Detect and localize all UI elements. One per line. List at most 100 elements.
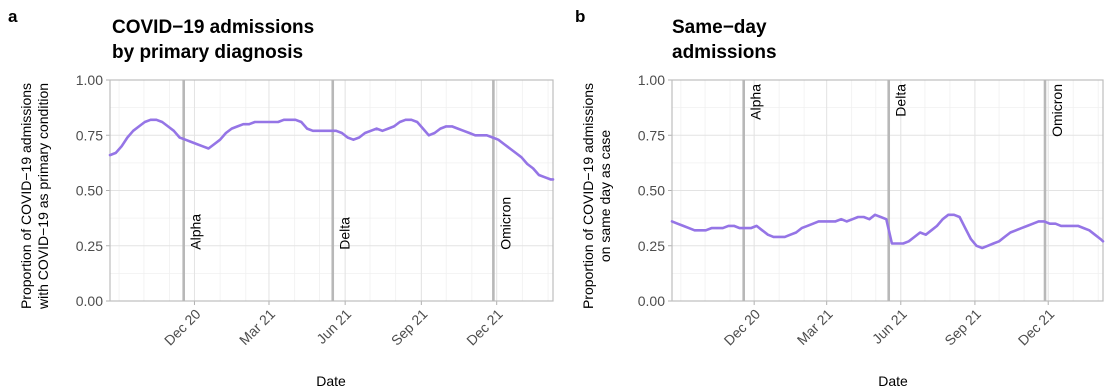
panel-a-series-point <box>434 132 436 134</box>
panel-b-series-point <box>863 216 865 218</box>
panel-b-y-tick-label: 0.25 <box>638 238 665 254</box>
panel-a-series-point <box>295 119 297 121</box>
panel-b-series-point <box>722 227 724 229</box>
panel-a-series-point <box>196 143 198 145</box>
panel-a-series-point <box>521 156 523 158</box>
panel-b-series-point <box>835 220 837 222</box>
panel-a-series-point <box>358 137 360 139</box>
panel-b-series-point <box>778 236 780 238</box>
panel-b-variant-label-delta: Delta <box>893 84 909 117</box>
panel-a-series-point <box>387 128 389 130</box>
panel-b-series-point <box>1071 225 1073 227</box>
panel-a-variant-label-delta: Delta <box>337 217 353 250</box>
panel-b-series-point <box>891 243 893 245</box>
panel-a-variant-label-alpha: Alpha <box>188 214 204 250</box>
panel-a-series-point <box>173 130 175 132</box>
panel-a-series-point <box>167 125 169 127</box>
panel-a-series-point <box>335 130 337 132</box>
panel-a-series-point <box>312 130 314 132</box>
panel-b-xlabel: Date <box>878 373 908 389</box>
panel-b-series-point <box>942 218 944 220</box>
panel-b-series-point <box>682 225 684 227</box>
panel-b-series-point <box>756 225 758 227</box>
panel-a-series-point <box>283 119 285 121</box>
panel-a-plot: 0.00 0.25 0.50 0.75 1.00 Dec 20 Mar 21 Jun 21 Se… <box>76 72 554 348</box>
panel-b-series-point <box>671 220 673 222</box>
panel-b-series-point <box>914 236 916 238</box>
panel-b-series-point <box>1088 229 1090 231</box>
panel-b-series-point <box>744 227 746 229</box>
panel-a-series-point <box>538 174 540 176</box>
panel-b-series-point <box>806 225 808 227</box>
panel-a-series-point <box>254 121 256 123</box>
panel-a-series-point <box>213 143 215 145</box>
panel-a: a COVID−19 admissions by primary diagnos… <box>8 7 554 389</box>
panel-a-series-point <box>329 130 331 132</box>
panel-b: b Same−day admissions Proportion of COVI… <box>575 7 1104 389</box>
panel-a-series-point <box>225 132 227 134</box>
panel-b-series-point <box>868 218 870 220</box>
panel-a-series-point <box>364 132 366 134</box>
panel-a-series-point <box>318 130 320 132</box>
panel-b-series-point <box>925 234 927 236</box>
panel-b-series-point <box>1009 232 1011 234</box>
panel-b-series-point <box>711 227 713 229</box>
panel-b-series-point <box>705 229 707 231</box>
panel-a-y-tick-label: 0.25 <box>76 238 103 254</box>
panel-b-x-tick-label: Dec 20 <box>721 306 764 349</box>
panel-b-series-point <box>733 225 735 227</box>
panel-b-series-point <box>750 227 752 229</box>
panel-a-series-point <box>132 130 134 132</box>
panel-b-series-point <box>964 227 966 229</box>
panel-b-series-point <box>694 229 696 231</box>
panel-a-series-point <box>410 119 412 121</box>
panel-b-series-point <box>699 229 701 231</box>
panel-a-series-point <box>381 130 383 132</box>
panel-b-series-point <box>1049 223 1051 225</box>
panel-b-series-point <box>829 220 831 222</box>
panel-b-series-point <box>1055 223 1057 225</box>
panel-a-series-point <box>126 137 128 139</box>
panel-a-series-point <box>352 139 354 141</box>
panel-a-series-point <box>231 128 233 130</box>
panel-b-series-point <box>1026 225 1028 227</box>
panel-b-series-point <box>1094 234 1096 236</box>
panel-b-series-point <box>840 218 842 220</box>
panel-a-series-point <box>480 134 482 136</box>
panel-a-series-point <box>399 121 401 123</box>
panel-a-series-point <box>155 119 157 121</box>
panel-a-series-point <box>179 137 181 139</box>
panel-a-series-point <box>347 137 349 139</box>
panel-a-series-point <box>271 121 273 123</box>
panel-b-series-point <box>677 223 679 225</box>
panel-a-series-point <box>306 128 308 130</box>
panel-a-series-point <box>509 148 511 150</box>
panel-a-xlabel: Date <box>316 373 346 389</box>
panel-b-series-point <box>818 220 820 222</box>
panel-a-series-point <box>115 152 117 154</box>
panel-b-series-point <box>1102 240 1104 242</box>
panel-a-letter: a <box>8 7 18 26</box>
panel-a-series-point <box>184 139 186 141</box>
panel-b-series-point <box>919 232 921 234</box>
panel-b-series-point <box>761 229 763 231</box>
panel-b-series-point <box>1004 236 1006 238</box>
panel-a-series-point <box>341 132 343 134</box>
panel-a-x-tick-label: Sep 21 <box>388 306 431 349</box>
panel-a-series-point <box>468 132 470 134</box>
panel-b-series-point <box>880 216 882 218</box>
panel-a-y-tick-label: 0.75 <box>76 127 103 143</box>
panel-a-series-point <box>416 121 418 123</box>
panel-a-series-point <box>161 121 163 123</box>
panel-a-series-point <box>370 130 372 132</box>
panel-a-series-point <box>266 121 268 123</box>
panel-a-series-point <box>515 152 517 154</box>
panel-b-series-point <box>1060 225 1062 227</box>
panel-a-ylabel-line2: with COVID−19 as primary condition <box>35 83 51 310</box>
panel-a-series-point <box>190 141 192 143</box>
panel-b-variant-label-alpha: Alpha <box>748 84 764 120</box>
panel-b-series-point <box>801 227 803 229</box>
panel-a-series-point <box>242 123 244 125</box>
panel-a-title-line1: COVID−19 admissions <box>112 17 314 38</box>
panel-a-series-point <box>405 119 407 121</box>
